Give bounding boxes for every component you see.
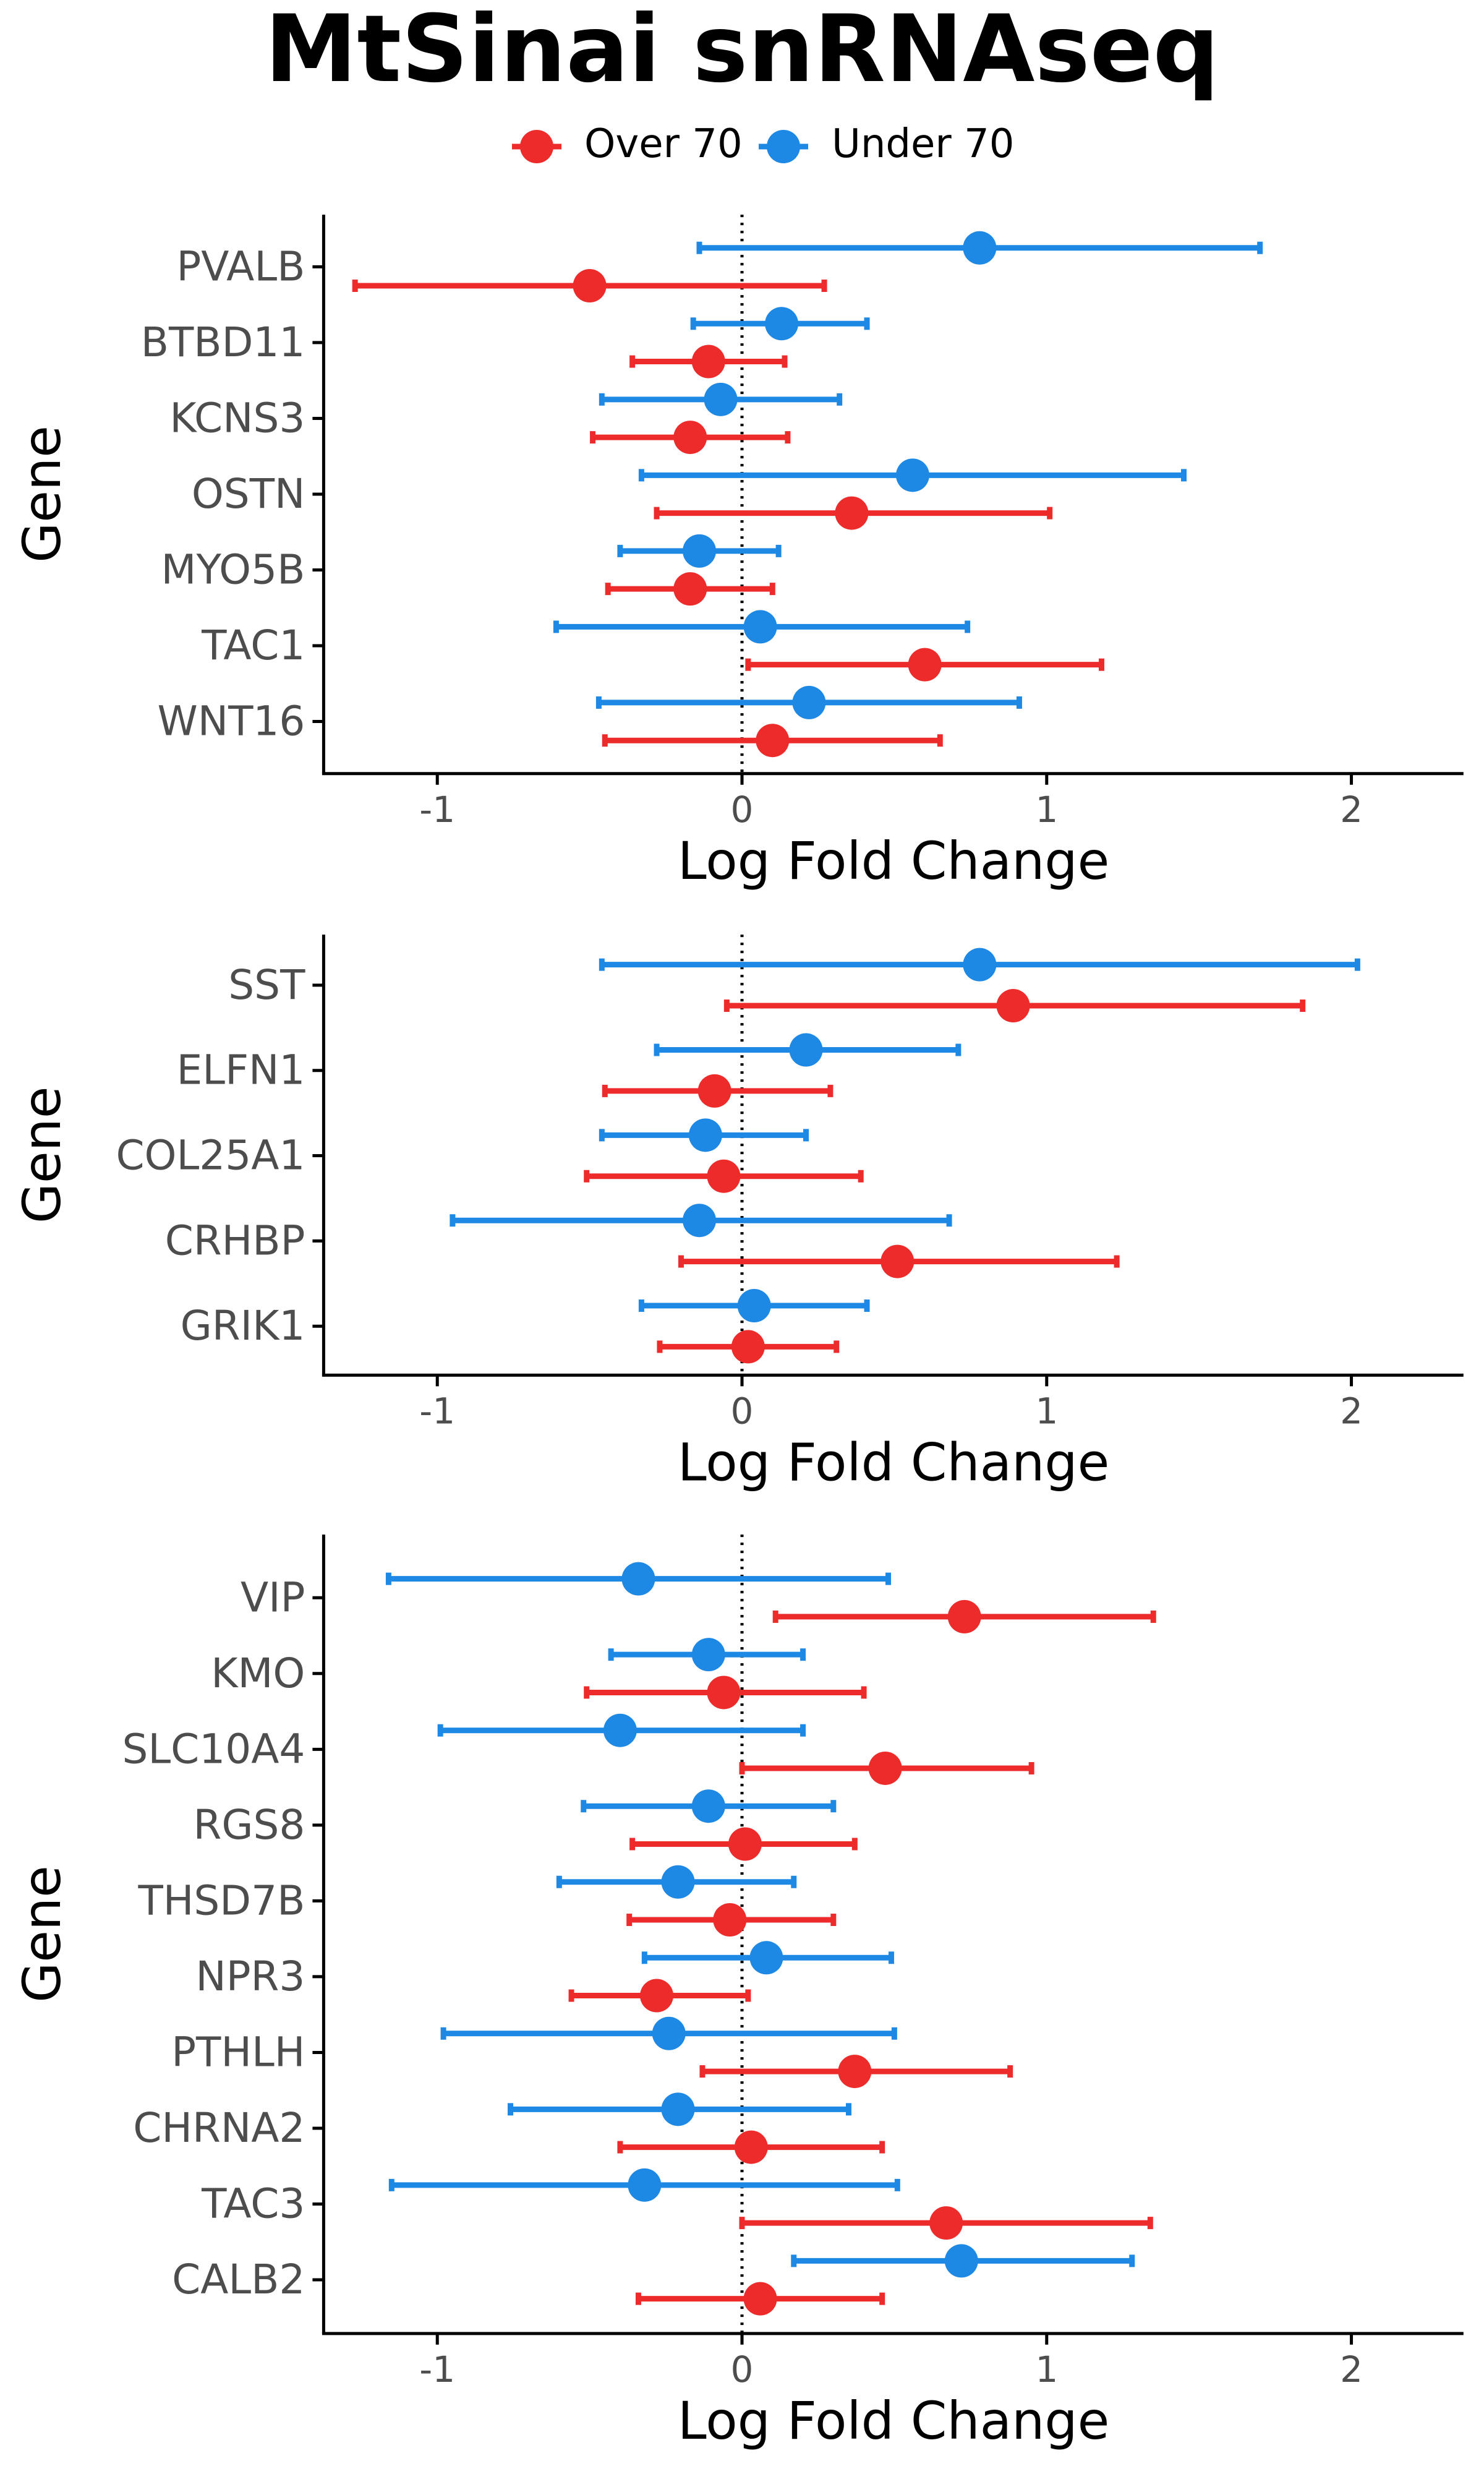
data-point — [688, 1118, 722, 1152]
data-point — [734, 2130, 768, 2164]
y-tick-label: OSTN — [192, 470, 305, 518]
y-tick-label: KCNS3 — [169, 394, 305, 442]
legend-under-70-swatch-dot — [767, 130, 800, 163]
x-tick-label: 2 — [1340, 2348, 1363, 2391]
data-point — [765, 307, 799, 341]
y-tick-label: WNT16 — [157, 698, 305, 745]
data-point — [789, 1033, 823, 1067]
legend-over-70-swatch-dot — [520, 130, 553, 163]
data-point — [683, 534, 717, 568]
legend-over-70-label: Over 70 — [584, 121, 743, 167]
data-point — [792, 685, 826, 719]
data-point — [704, 382, 738, 416]
x-axis-title: Log Fold Change — [678, 831, 1109, 891]
data-point — [661, 1865, 695, 1899]
y-axis-title: Gene — [12, 1865, 72, 2003]
data-point — [640, 1979, 674, 2013]
x-tick-label: 0 — [731, 2348, 754, 2391]
y-axis-title: Gene — [12, 426, 72, 563]
data-point — [838, 2055, 872, 2089]
data-point — [895, 458, 929, 492]
y-tick-label: MYO5B — [161, 546, 305, 594]
data-point — [996, 989, 1030, 1023]
y-tick-label: KMO — [211, 1650, 305, 1697]
data-point — [743, 2282, 777, 2316]
data-point — [728, 1827, 762, 1861]
data-point — [573, 269, 607, 303]
y-tick-label: TAC1 — [201, 622, 305, 669]
x-axis-title: Log Fold Change — [678, 1432, 1109, 1492]
data-point — [963, 948, 997, 982]
x-tick-label: 2 — [1340, 789, 1363, 831]
data-point — [691, 1638, 725, 1672]
y-tick-label: CHRNA2 — [133, 2104, 305, 2152]
x-tick-label: -1 — [419, 2348, 455, 2391]
y-tick-label: RGS8 — [194, 1801, 305, 1849]
data-point — [691, 345, 725, 379]
data-point — [673, 572, 707, 606]
x-axis-title: Log Fold Change — [678, 2391, 1109, 2451]
data-point — [929, 2206, 963, 2240]
y-tick-label: ELFN1 — [177, 1047, 305, 1094]
y-tick-label: SLC10A4 — [122, 1725, 305, 1773]
data-point — [661, 2092, 695, 2126]
y-tick-label: VIP — [241, 1573, 305, 1621]
data-point — [603, 1713, 637, 1747]
y-tick-label: BTBD11 — [141, 319, 305, 366]
y-tick-label: PTHLH — [171, 2028, 305, 2076]
legend-item-over-70: Over 70 — [512, 121, 743, 167]
x-tick-label: -1 — [419, 1390, 455, 1432]
chart-title: MtSinai snRNAseq — [265, 0, 1219, 103]
x-tick-label: 0 — [731, 789, 754, 831]
y-tick-label: TAC3 — [201, 2180, 305, 2227]
y-tick-label: COL25A1 — [116, 1132, 305, 1179]
y-tick-label: PVALB — [176, 242, 305, 290]
y-tick-label: SST — [228, 961, 305, 1009]
data-point — [947, 1599, 981, 1633]
data-point — [731, 1330, 765, 1364]
y-tick-label: NPR3 — [195, 1953, 305, 2000]
y-tick-label: THSD7B — [137, 1877, 305, 1924]
data-point — [756, 724, 790, 758]
legend-under-70-label: Under 70 — [832, 121, 1015, 167]
data-point — [908, 648, 942, 682]
data-point — [683, 1204, 717, 1238]
data-point — [944, 2244, 978, 2278]
data-point — [963, 231, 997, 265]
data-point — [621, 1562, 655, 1596]
data-point — [749, 1941, 783, 1975]
y-tick-label: GRIK1 — [181, 1302, 305, 1350]
legend: Over 70 Under 70 — [512, 121, 1015, 167]
data-point — [868, 1751, 902, 1785]
data-point — [697, 1074, 731, 1108]
x-tick-label: 1 — [1035, 789, 1058, 831]
data-point — [707, 1676, 741, 1710]
x-tick-label: 2 — [1340, 1390, 1363, 1432]
x-tick-label: 0 — [731, 1390, 754, 1432]
data-point — [881, 1244, 915, 1278]
data-point — [737, 1289, 771, 1323]
data-point — [835, 496, 869, 530]
x-tick-label: -1 — [419, 789, 455, 831]
data-point — [707, 1159, 741, 1193]
x-tick-label: 1 — [1035, 2348, 1058, 2391]
data-point — [691, 1789, 725, 1823]
legend-item-under-70: Under 70 — [759, 121, 1015, 167]
y-tick-label: CALB2 — [172, 2256, 305, 2303]
data-point — [628, 2168, 662, 2202]
x-tick-label: 1 — [1035, 1390, 1058, 1432]
y-axis-title: Gene — [12, 1086, 72, 1223]
data-point — [743, 610, 777, 644]
data-point — [673, 421, 707, 455]
data-point — [652, 2016, 686, 2050]
y-tick-label: CRHBP — [165, 1217, 305, 1264]
data-point — [713, 1903, 747, 1937]
